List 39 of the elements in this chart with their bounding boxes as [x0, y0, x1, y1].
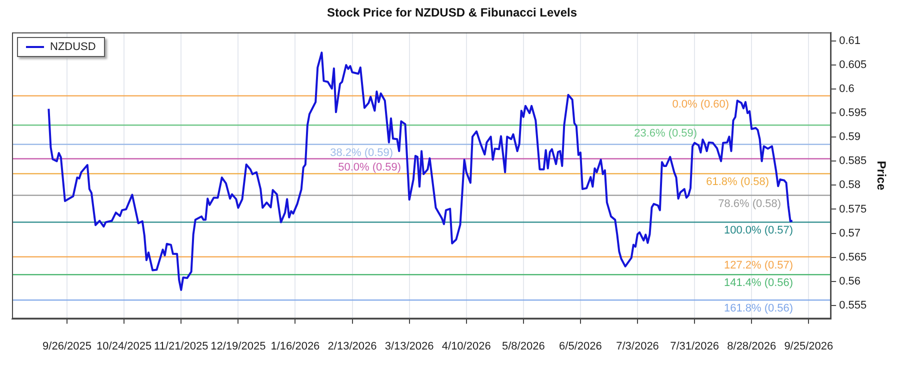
ref-line-label: 127.2% (0.57) — [724, 259, 794, 272]
ref-line-label: 38.2% (0.59) — [330, 146, 394, 159]
x-tick-label: 5/8/2026 — [502, 340, 545, 352]
y-tick-label: 0.57 — [839, 227, 860, 240]
y-tick-label: 0.575 — [839, 203, 867, 216]
x-tick-label: 12/19/2025 — [210, 340, 266, 352]
x-tick-label: 10/24/2025 — [96, 340, 152, 352]
x-tick-label: 3/13/2026 — [384, 340, 434, 352]
ref-line-label: 0.0% (0.60) — [672, 98, 730, 110]
ref-line-label: 100.0% (0.57) — [724, 224, 794, 237]
y-tick-label: 0.585 — [839, 155, 867, 168]
x-tick-label: 7/31/2026 — [670, 340, 720, 352]
x-tick-label: 9/26/2025 — [42, 340, 92, 352]
y-tick-label: 0.61 — [839, 35, 860, 48]
y-tick-label: 0.6 — [839, 83, 854, 96]
legend-label: NZDUSD — [50, 41, 96, 54]
ref-line-label: 50.0% (0.59) — [338, 161, 402, 174]
y-tick-label: 0.565 — [839, 251, 867, 264]
ref-line-label: 161.8% (0.56) — [724, 302, 794, 315]
y-tick-label: 0.595 — [839, 107, 867, 120]
ref-line-label: 141.4% (0.56) — [724, 277, 794, 290]
x-tick-label: 9/25/2026 — [784, 340, 834, 352]
x-tick-label: 1/16/2026 — [270, 340, 320, 352]
chart-title: Stock Price for NZDUSD & Fibunacci Levels — [326, 6, 578, 20]
y-tick-label: 0.605 — [839, 59, 867, 72]
x-tick-label: 2/13/2026 — [328, 340, 377, 352]
x-tick-label: 6/5/2026 — [559, 340, 602, 352]
y-tick-label: 0.555 — [839, 299, 867, 312]
x-tick-label: 11/21/2025 — [154, 340, 208, 352]
x-tick-label: 8/28/2026 — [727, 340, 776, 352]
x-tick-label: 7/3/2026 — [616, 340, 659, 352]
x-tick-label: 4/10/2026 — [442, 340, 491, 352]
ref-line-label: 78.6% (0.58) — [718, 198, 782, 210]
y-tick-label: 0.56 — [839, 275, 860, 288]
ref-line-label: 61.8% (0.58) — [706, 176, 770, 188]
y-tick-label: 0.58 — [839, 179, 860, 192]
ref-line-label: 23.6% (0.59) — [634, 128, 698, 140]
y-tick-label: 0.59 — [839, 131, 860, 144]
y-axis-title: Price — [874, 160, 888, 191]
